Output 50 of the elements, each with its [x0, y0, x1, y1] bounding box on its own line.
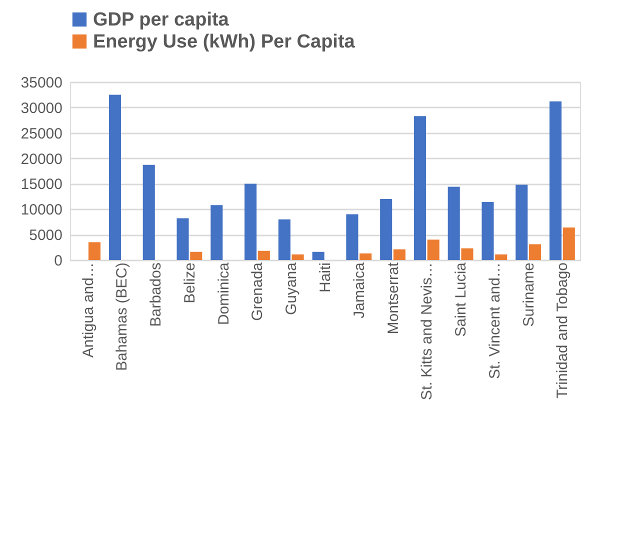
- x-tick-label: Montserrat: [384, 262, 402, 334]
- y-tick-label: 10000: [20, 202, 62, 219]
- bar: [528, 244, 542, 260]
- x-tick-label: St. Kitts and Nevis…: [418, 262, 436, 400]
- bar: [88, 242, 100, 260]
- bar: [360, 253, 372, 260]
- bar: [258, 250, 270, 260]
- bar: [142, 164, 155, 260]
- x-tick-label: Jamaica: [350, 262, 368, 318]
- x-tick-label: Guyana: [283, 262, 300, 316]
- y-tick-label: 35000: [20, 74, 62, 92]
- legend-label: Energy Use (kWh) Per Capita: [93, 32, 356, 52]
- y-tick-label: 30000: [20, 100, 62, 117]
- bar: [448, 186, 460, 260]
- y-tick-label: 5000: [29, 227, 62, 244]
- x-tick-label: Bahamas (BEC): [114, 262, 131, 371]
- bar: [210, 205, 223, 260]
- bar: [393, 249, 406, 260]
- y-tick-label: 15000: [20, 176, 62, 194]
- bar: [461, 248, 474, 260]
- bar: [244, 184, 257, 260]
- bar: [108, 94, 122, 260]
- x-tick-label: Grenada: [249, 262, 266, 321]
- bar: [495, 254, 508, 260]
- x-tick-label: Dominica: [215, 262, 232, 326]
- x-tick-label: Belize: [181, 262, 198, 304]
- x-tick-label: Saint Lucia: [452, 262, 470, 337]
- bar: [346, 214, 358, 260]
- y-tick-label: 25000: [20, 125, 62, 142]
- legend-label: GDP per capita: [93, 10, 230, 30]
- x-tick-label: St. Vincent and…: [486, 262, 504, 379]
- bar: [278, 219, 290, 260]
- bar: [516, 184, 528, 260]
- bar: [190, 252, 202, 260]
- bar: [414, 116, 426, 260]
- x-tick-label: Suriname: [520, 262, 538, 327]
- y-tick-label: 0: [54, 252, 62, 270]
- bar: [482, 202, 494, 260]
- bar: [292, 254, 304, 260]
- bar: [380, 198, 392, 260]
- bar: [562, 227, 575, 260]
- bar: [176, 218, 189, 260]
- bar: [312, 252, 324, 260]
- x-tick-label: Trinidad and Tobago: [554, 262, 572, 398]
- bar: [550, 101, 562, 260]
- x-tick-label: Barbados: [148, 262, 165, 327]
- x-tick-label: Antigua and…: [80, 262, 97, 358]
- y-tick-label: 20000: [20, 150, 62, 168]
- bar: [427, 240, 440, 260]
- x-tick-label: Haiti: [317, 262, 334, 293]
